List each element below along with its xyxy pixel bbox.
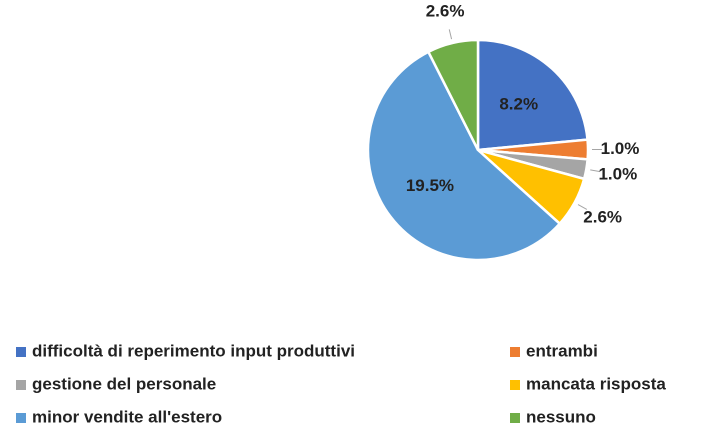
- pie-slice: [366, 50, 562, 262]
- legend-swatch: [16, 413, 26, 423]
- legend-label: nessuno: [526, 407, 596, 426]
- data-label: 1.0%: [601, 139, 640, 158]
- data-label: 2.6%: [426, 1, 465, 20]
- data-label: 1.0%: [598, 164, 637, 183]
- data-label: 19.5%: [406, 176, 454, 195]
- leader-line: [590, 169, 601, 173]
- legend-label: gestione del personale: [32, 374, 216, 393]
- leader-line: [448, 29, 453, 40]
- pie-slice: [426, 38, 480, 151]
- data-label: 2.6%: [583, 208, 622, 227]
- legend-swatch: [16, 380, 26, 390]
- legend-label: entrambi: [526, 341, 598, 360]
- legend-label: minor vendite all'estero: [32, 407, 222, 426]
- pie-slice: [476, 38, 589, 152]
- legend-swatch: [16, 347, 26, 357]
- legend-label: mancata risposta: [526, 374, 666, 393]
- data-label: 8.2%: [499, 95, 538, 114]
- leader-line: [577, 204, 588, 210]
- legend-swatch: [510, 347, 520, 357]
- legend-label: difficoltà di reperimento input produtti…: [32, 341, 355, 360]
- legend-swatch: [510, 413, 520, 423]
- legend-swatch: [510, 380, 520, 390]
